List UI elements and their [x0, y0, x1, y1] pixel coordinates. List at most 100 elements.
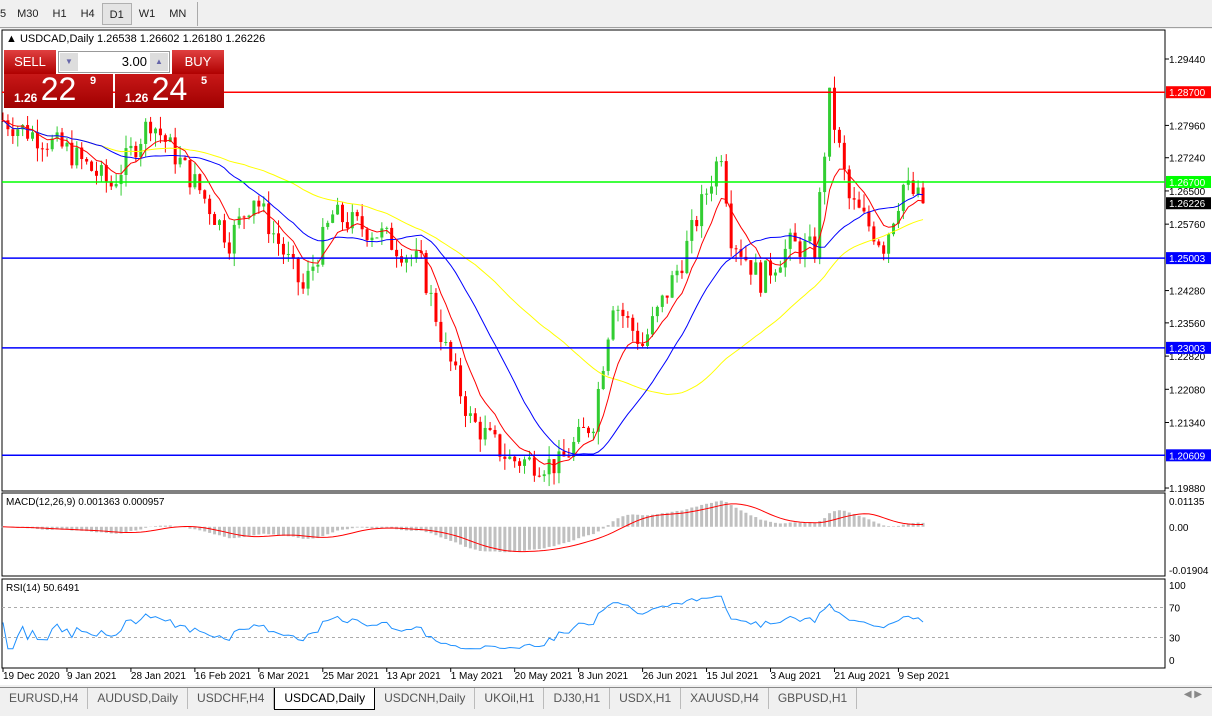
tab-usdchf-h4[interactable]: USDCHF,H4 [188, 688, 275, 709]
last-price-label: 1.26226 [1169, 199, 1206, 210]
chart-tabs: EURUSD,H4 AUDUSD,Daily USDCHF,H4 USDCAD,Dai… [0, 687, 1212, 710]
chart-canvas[interactable]: 1.29440 1.27960 1.27240 1.26500 1.25760 1.242… [0, 29, 1212, 685]
sell-price[interactable]: 1.26 22 9 [4, 71, 113, 108]
bear-candle [301, 282, 305, 289]
lot-decrease-icon[interactable]: ▼ [60, 53, 78, 71]
lot-value[interactable]: 3.00 [121, 54, 147, 69]
lot-increase-icon[interactable]: ▲ [150, 53, 168, 71]
bull-candle [705, 193, 709, 195]
macd-histogram-bar [813, 523, 817, 527]
date-label: 9 Sep 2021 [898, 671, 950, 682]
macd-histogram-bar [385, 526, 389, 528]
date-label: 9 Jan 2021 [67, 671, 117, 682]
bear-candle [390, 227, 394, 250]
bear-candle [532, 457, 536, 476]
level-price-label: 1.28700 [1169, 88, 1206, 99]
timeframe-h1[interactable]: H1 [52, 7, 67, 20]
bear-candle [188, 160, 192, 188]
bear-candle [94, 170, 98, 176]
ma-slow-line [2, 119, 924, 395]
timeframe-5[interactable]: 5 [0, 7, 7, 20]
sell-button[interactable]: SELL [4, 50, 56, 74]
bear-candle [867, 211, 871, 227]
timeframe-h4[interactable]: H4 [80, 7, 95, 20]
macd-histogram-bar [744, 512, 748, 527]
bear-candle [267, 203, 271, 235]
buy-price[interactable]: 1.26 24 5 [115, 71, 224, 108]
tab-usdcad-daily[interactable]: USDCAD,Daily [274, 688, 376, 710]
bull-candle [547, 459, 551, 475]
buy-button[interactable]: BUY [172, 50, 224, 74]
bear-candle [257, 200, 261, 207]
macd-histogram-bar [906, 523, 910, 527]
tab-dj30-h1[interactable]: DJ30,H1 [544, 688, 611, 709]
macd-histogram-bar [65, 526, 69, 530]
macd-histogram-bar [567, 526, 571, 542]
macd-histogram-bar [208, 526, 212, 533]
timeframe-m30[interactable]: M30 [17, 7, 39, 20]
tab-eurusd-h4[interactable]: EURUSD,H4 [0, 688, 89, 709]
level-price-tag [1166, 341, 1211, 354]
timeframe-d1[interactable]: D1 [101, 2, 132, 25]
bear-candle [459, 365, 463, 397]
bull-candle [788, 232, 792, 249]
macd-histogram-bar [321, 526, 325, 537]
triangle-up-icon: ▲ [6, 33, 20, 45]
bear-candle [832, 87, 836, 130]
macd-histogram-bar [547, 526, 551, 547]
level-price-tag [1166, 175, 1211, 188]
bear-candle [45, 148, 49, 150]
macd-histogram-bar [577, 526, 581, 539]
date-label: 16 Feb 2021 [195, 671, 252, 682]
macd-histogram-bar [739, 510, 743, 527]
bear-candle [419, 250, 423, 253]
lot-size-input[interactable]: ▼ 3.00 ▲ [58, 51, 170, 73]
macd-histogram-bar [370, 526, 374, 529]
bear-candle [852, 198, 856, 200]
price-tick-label: 1.29440 [1169, 55, 1206, 66]
macd-histogram-bar [655, 514, 659, 527]
macd-histogram-bar [670, 511, 674, 527]
bull-candle [675, 270, 679, 276]
macd-histogram-bar [154, 526, 158, 527]
bull-candle [16, 129, 20, 137]
macd-histogram-bar [193, 526, 197, 530]
price-tick-label: 1.24280 [1169, 287, 1206, 298]
bull-candle [896, 210, 900, 224]
bull-candle [572, 441, 576, 457]
macd-signal-line [2, 503, 924, 553]
tab-scroll-arrows-icon[interactable]: ◀ ▶ [1183, 689, 1202, 700]
bear-candle [158, 128, 162, 136]
price-tick-label: 1.27960 [1169, 121, 1206, 132]
tab-usdx-h1[interactable]: USDX,H1 [610, 688, 682, 709]
macd-histogram-bar [596, 526, 600, 532]
macd-histogram-bar [601, 526, 605, 529]
price-tick-label: 1.19880 [1169, 484, 1206, 495]
bull-candle [596, 388, 600, 432]
tab-gbpusd-h1[interactable]: GBPUSD,H1 [769, 688, 858, 709]
chart-window[interactable]: 1.29440 1.27960 1.27240 1.26500 1.25760 1.242… [0, 29, 1212, 685]
tab-xauusd-h4[interactable]: XAUUSD,H4 [681, 688, 769, 709]
bull-candle [262, 203, 266, 207]
bear-candle [277, 233, 281, 244]
bull-candle [129, 145, 133, 149]
bear-candle [424, 252, 428, 294]
macd-histogram-bar [478, 526, 482, 551]
bear-candle [921, 187, 925, 204]
tab-audusd-daily[interactable]: AUDUSD,Daily [88, 688, 189, 709]
tab-usdcnh-daily[interactable]: USDCNH,Daily [375, 688, 476, 709]
macd-histogram-bar [419, 526, 423, 531]
bull-candle [892, 223, 896, 235]
tab-ukoil-h1[interactable]: UKOil,H1 [475, 688, 545, 709]
bull-candle [316, 264, 320, 267]
bull-candle [350, 212, 354, 229]
timeframe-mn[interactable]: MN [169, 7, 187, 20]
bull-candle [823, 156, 827, 193]
bull-candle [50, 138, 54, 150]
timeframe-w1[interactable]: W1 [138, 7, 156, 20]
bull-candle [773, 272, 777, 276]
macd-histogram-bar [911, 523, 915, 527]
bull-candle [380, 228, 384, 238]
macd-histogram-bar [685, 509, 689, 527]
date-label: 13 Apr 2021 [387, 671, 441, 682]
